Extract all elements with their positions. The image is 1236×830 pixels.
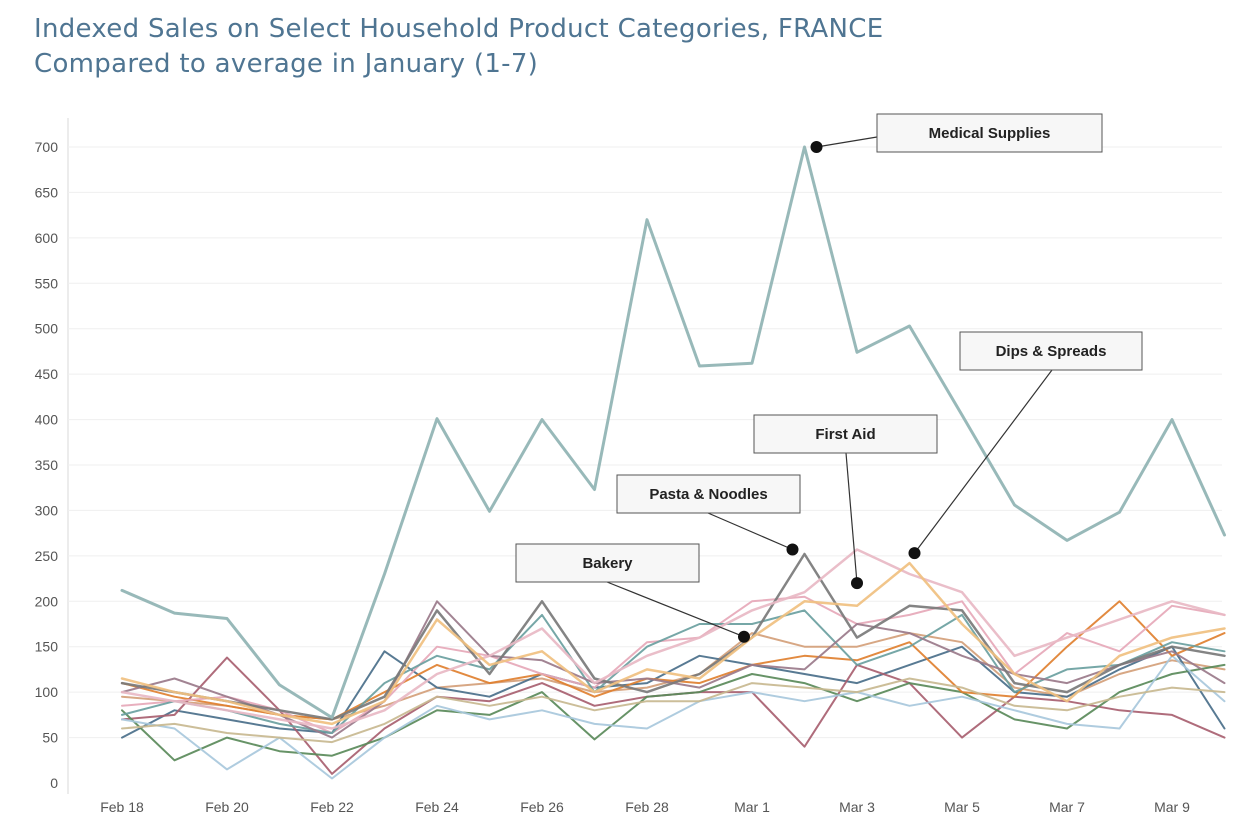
callout-leader-bakery: [606, 581, 745, 638]
x-tick-label: Mar 9: [1154, 799, 1190, 815]
y-tick-label: 250: [35, 548, 59, 564]
series-line-medical-supplies: [120, 145, 1226, 720]
y-tick-label: 600: [35, 230, 59, 246]
y-tick-label: 700: [35, 139, 59, 155]
series-line: [121, 677, 1226, 744]
y-tick-label: 0: [50, 775, 58, 791]
callout-box-dips-spreads: [959, 331, 1143, 371]
series-line: [121, 609, 1226, 734]
callout-leader-pasta-noodles: [707, 512, 793, 551]
callout-dot-first-aid: [851, 577, 863, 590]
title-block: Indexed Sales on Select Household Produc…: [34, 12, 883, 82]
callout-box-first-aid: [753, 414, 938, 454]
series-line-dips-spreads: [120, 561, 1226, 726]
y-tick-label: 50: [42, 730, 58, 746]
callout-box-bakery: [515, 543, 700, 583]
x-tick-label: Feb 26: [520, 799, 564, 815]
x-tick-label: Mar 5: [944, 799, 980, 815]
y-tick-label: 300: [35, 502, 59, 518]
callout-dot-bakery: [738, 630, 750, 643]
callout-box-medical-supplies: [876, 113, 1103, 153]
callout-dot-medical-supplies: [810, 141, 823, 153]
x-tick-label: Feb 28: [625, 799, 669, 815]
x-tick-label: Mar 3: [839, 799, 875, 815]
series-line: [121, 600, 1226, 721]
series-line: [121, 663, 1226, 762]
callout-label-pasta-noodles: Pasta & Noodles: [649, 486, 767, 503]
y-tick-label: 450: [35, 366, 59, 382]
chart-subtitle: Compared to average in January (1-7): [34, 49, 539, 79]
callout-label-dips-spreads: Dips & Spreads: [996, 343, 1107, 360]
callout-leader-first-aid: [845, 452, 858, 584]
callout-leader-medical-supplies: [816, 136, 878, 148]
x-tick-label: Feb 24: [415, 799, 459, 815]
y-tick-label: 200: [35, 593, 59, 609]
callout-label-medical-supplies: Medical Supplies: [929, 125, 1051, 142]
callout-dot-pasta-noodles: [786, 543, 799, 556]
y-tick-label: 400: [35, 412, 59, 428]
y-tick-label: 350: [35, 457, 59, 473]
x-tick-label: Mar 7: [1049, 799, 1085, 815]
callout-dot-dips-spreads: [908, 547, 921, 560]
y-tick-label: 650: [35, 184, 59, 200]
x-tick-label: Feb 20: [205, 799, 249, 815]
y-tick-label: 150: [35, 639, 59, 655]
chart-title: Indexed Sales on Select Household Produc…: [34, 14, 884, 44]
x-tick-label: Feb 22: [310, 799, 354, 815]
series-line: [121, 645, 1226, 739]
callout-leader-dips-spreads: [914, 369, 1053, 554]
series-line: [121, 595, 1226, 734]
callout-label-first-aid: First Aid: [815, 426, 875, 443]
y-tick-label: 550: [35, 275, 59, 291]
y-tick-label: 500: [35, 321, 59, 337]
callout-box-pasta-noodles: [616, 474, 801, 514]
x-tick-label: Mar 1: [734, 799, 770, 815]
x-tick-label: Feb 18: [100, 799, 144, 815]
callout-label-bakery: Bakery: [582, 555, 633, 572]
y-tick-label: 100: [35, 684, 59, 700]
series-line: [121, 654, 1226, 780]
series-line-first-aid: [120, 548, 1226, 730]
